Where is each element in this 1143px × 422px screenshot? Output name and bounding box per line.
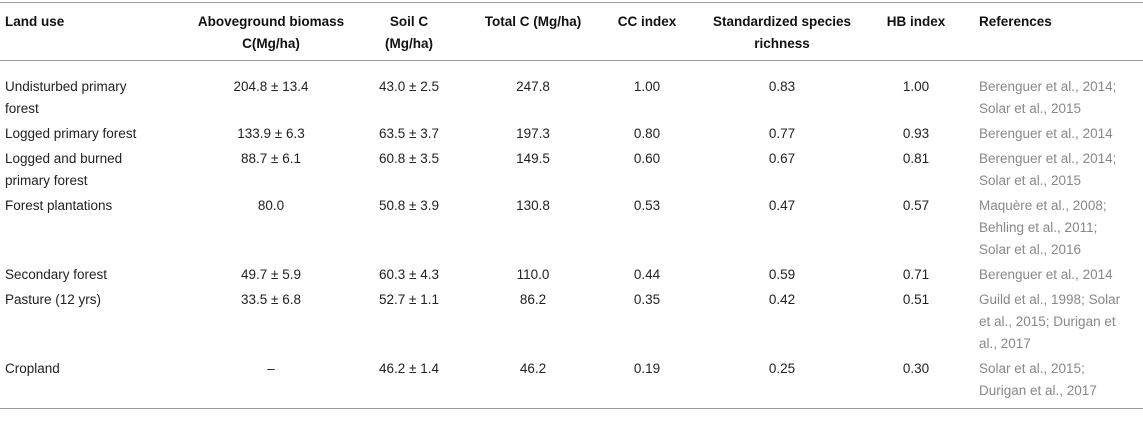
- reference-cell: Maquère et al., 2008; Behling et al., 20…: [979, 198, 1107, 257]
- table-cell: Undisturbed primary forest: [5, 79, 127, 116]
- table-cell: 0.67: [768, 151, 796, 166]
- table-row: Cropland – 46.2 ± 1.4 46.2 0.19 0.25 0.30 Solar…: [0, 356, 1143, 409]
- reference-cell: Berenguer et al., 2014: [979, 126, 1113, 141]
- table-cell: 46.2: [519, 361, 547, 376]
- table-cell: 0.83: [768, 79, 796, 94]
- table-body: Undisturbed primary forest 204.8 ± 13.4 43…: [0, 61, 1143, 409]
- table-row: Pasture (12 yrs) 33.5 ± 6.8 52.7 ± 1.1 86.2…: [0, 287, 1143, 356]
- table-cell: 1.00: [633, 79, 661, 94]
- table-cell: 0.60: [633, 151, 661, 166]
- table-cell: 130.8: [516, 198, 550, 213]
- table-cell: 204.8 ± 13.4: [233, 79, 309, 94]
- table-cell: 0.93: [902, 126, 930, 141]
- table-cell: 110.0: [516, 267, 550, 282]
- table-cell: 52.7 ± 1.1: [379, 292, 439, 307]
- header-cell: References: [979, 14, 1052, 29]
- table-cell: 43.0 ± 2.5: [379, 79, 439, 94]
- reference-cell: Berenguer et al., 2014: [979, 267, 1113, 282]
- table-row: Forest plantations 80.0 50.8 ± 3.9 130.8 0.5…: [0, 193, 1143, 262]
- table-cell: 46.2 ± 1.4: [379, 361, 439, 376]
- reference-cell: Solar et al., 2015; Durigan et al., 2017: [979, 361, 1097, 398]
- table-cell: 0.77: [768, 126, 796, 141]
- table-cell: 0.25: [768, 361, 796, 376]
- table-cell: 88.7 ± 6.1: [241, 151, 301, 166]
- table-cell: 197.3: [516, 126, 550, 141]
- table-cell: 60.8 ± 3.5: [379, 151, 439, 166]
- table-cell: 80.0: [257, 198, 285, 213]
- reference-cell: Berenguer et al., 2014; Solar et al., 20…: [979, 79, 1117, 116]
- header-cell: Standardized species richness: [712, 14, 852, 51]
- table-cell: Cropland: [5, 361, 60, 376]
- table-cell: 0.44: [633, 267, 661, 282]
- table-cell: Forest plantations: [5, 198, 113, 213]
- table-cell: Secondary forest: [5, 267, 108, 282]
- table-cell: 49.7 ± 5.9: [241, 267, 301, 282]
- table-cell: 33.5 ± 6.8: [241, 292, 301, 307]
- table-row: Logged and burned primary forest 88.7 ± 6…: [0, 146, 1143, 193]
- table-cell: 0.35: [633, 292, 661, 307]
- reference-cell: Guild et al., 1998; Solar et al., 2015; …: [979, 292, 1121, 351]
- table-cell: 63.5 ± 3.7: [379, 126, 439, 141]
- table-cell: 0.42: [768, 292, 796, 307]
- table-row: Logged primary forest 133.9 ± 6.3 63.5 ± 3…: [0, 121, 1143, 146]
- table-cell: 0.81: [902, 151, 930, 166]
- table-cell: Logged primary forest: [5, 126, 137, 141]
- table-row: Undisturbed primary forest 204.8 ± 13.4 43…: [0, 61, 1143, 122]
- reference-cell: Berenguer et al., 2014; Solar et al., 20…: [979, 151, 1117, 188]
- table-cell: 1.00: [902, 79, 930, 94]
- header-cell: Land use: [5, 14, 65, 29]
- table-cell: 0.53: [633, 198, 661, 213]
- table-cell: 0.51: [902, 292, 930, 307]
- table-cell: 0.57: [902, 198, 930, 213]
- data-table: Land use Aboveground biomass C(Mg/ha) Soil…: [0, 2, 1143, 409]
- table-cell: –: [267, 361, 275, 376]
- table-cell: 86.2: [519, 292, 547, 307]
- table-cell: Pasture (12 yrs): [5, 292, 102, 307]
- header-cell: Aboveground biomass C(Mg/ha): [197, 14, 345, 51]
- table-cell: 149.5: [516, 151, 550, 166]
- table-cell: 0.59: [768, 267, 796, 282]
- header-cell: Total C (Mg/ha): [484, 14, 582, 29]
- header-cell: HB index: [886, 14, 946, 29]
- table-cell: 247.8: [516, 79, 550, 94]
- table-cell: 50.8 ± 3.9: [379, 198, 439, 213]
- table-cell: 60.3 ± 4.3: [379, 267, 439, 282]
- table-cell: 0.19: [633, 361, 661, 376]
- table-row: Secondary forest 49.7 ± 5.9 60.3 ± 4.3 110.…: [0, 262, 1143, 287]
- table-cell: 0.80: [633, 126, 661, 141]
- header-cell: Soil C (Mg/ha): [385, 14, 433, 51]
- table-cell: Logged and burned primary forest: [5, 151, 123, 188]
- table-cell: 0.47: [768, 198, 796, 213]
- header-cell: CC index: [617, 14, 677, 29]
- table-cell: 133.9 ± 6.3: [237, 126, 305, 141]
- table-cell: 0.30: [902, 361, 930, 376]
- table-cell: 0.71: [902, 267, 930, 282]
- header-row: Land use Aboveground biomass C(Mg/ha) Soil…: [0, 2, 1143, 61]
